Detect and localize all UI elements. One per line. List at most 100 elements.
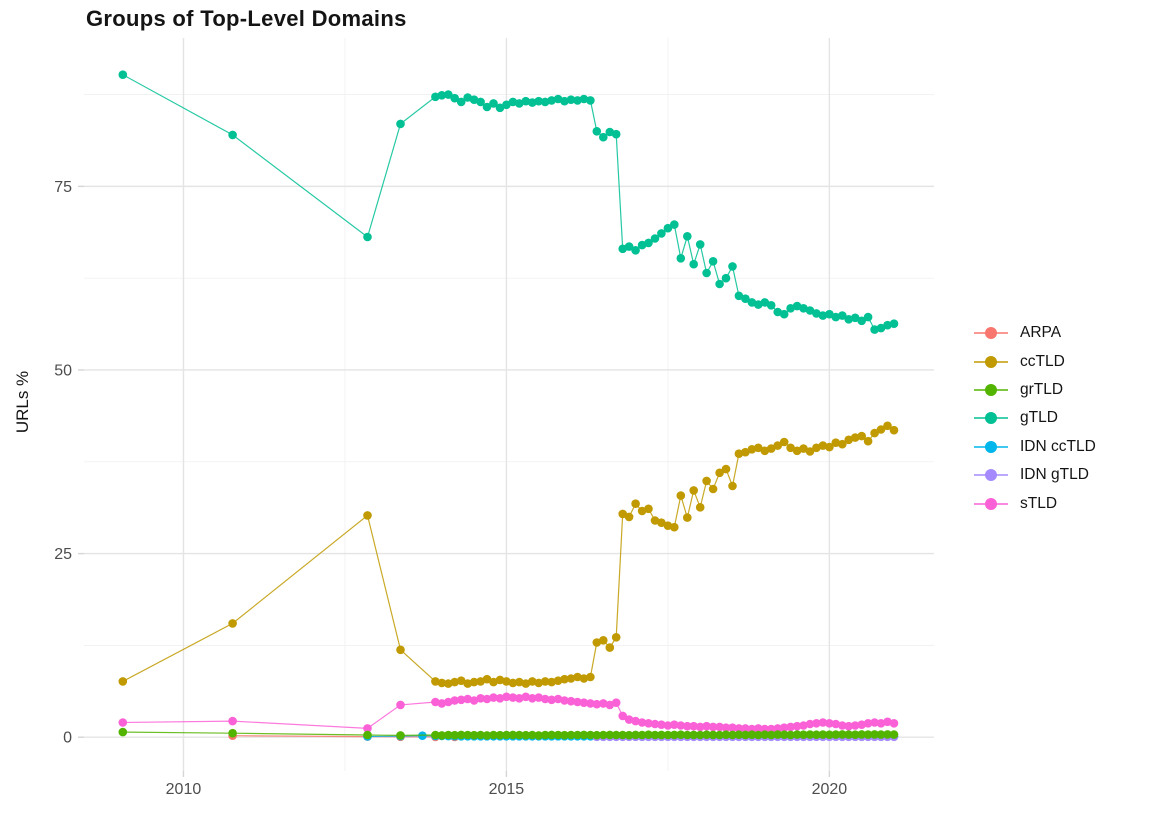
series-point-grtld (611, 730, 621, 740)
series-point-cctld (728, 481, 737, 491)
series-point-gtld (812, 309, 821, 318)
series-point-grtld (825, 730, 834, 739)
series-point-grtld (579, 730, 589, 740)
series-point-gtld (611, 129, 621, 139)
chart-title: Groups of Top-Level Domains (86, 6, 407, 31)
legend-item-cctld: ccTLD (974, 347, 1096, 375)
series-point-gtld (844, 315, 853, 324)
series-point-cctld (721, 464, 731, 474)
series-point-grtld (631, 730, 640, 740)
series-point-grtld (450, 730, 460, 740)
series-point-stld (792, 721, 802, 731)
series-point-grtld (521, 730, 531, 740)
series-point-stld (644, 719, 653, 728)
series-point-cctld (482, 674, 492, 684)
legend-label: grTLD (1020, 380, 1064, 398)
series-point-gtld (734, 291, 744, 301)
series-point-gtld (228, 130, 237, 140)
series-point-stld (579, 698, 589, 707)
series-point-grtld (469, 730, 479, 740)
legend-key-icon (974, 382, 1008, 398)
series-point-grtld (870, 730, 879, 739)
legend-item-gtld: gTLD (974, 404, 1096, 432)
series-point-grtld (599, 730, 608, 740)
series-point-stld (773, 724, 782, 733)
legend-label: gTLD (1020, 409, 1058, 427)
series-point-grtld (838, 730, 847, 739)
series-point-grtld (876, 730, 886, 739)
series-point-grtld (883, 730, 892, 739)
series-point-cctld (657, 518, 666, 527)
series-point-stld (702, 721, 711, 731)
series-point-gtld (741, 294, 750, 304)
series-point-stld (889, 719, 899, 728)
series-point-grtld (818, 730, 828, 739)
series-point-stld (521, 692, 531, 702)
series-point-stld (592, 699, 602, 709)
series-point-stld (670, 720, 679, 729)
series-point-stld (624, 715, 634, 724)
series-point-cctld (547, 677, 556, 687)
series-point-grtld (779, 730, 789, 739)
series-point-stld (502, 692, 511, 702)
legend-item-idn-gtld: IDN gTLD (974, 461, 1096, 489)
series-point-cctld (515, 677, 524, 687)
legend-key-icon (974, 467, 1008, 483)
series-point-gtld (521, 96, 531, 106)
series-point-cctld (624, 512, 634, 522)
series-point-stld (863, 719, 873, 728)
series-point-stld (676, 721, 686, 730)
series-point-stld (437, 699, 447, 708)
series-point-cctld (456, 676, 466, 685)
series-point-cctld (605, 643, 615, 652)
legend: ARPA ccTLD grTLD gTLD IDN ccTLD IDN gTLD… (974, 319, 1096, 518)
series-point-cctld (508, 678, 518, 688)
series-point-gtld (547, 96, 556, 105)
series-point-grtld (508, 730, 518, 740)
series-point-grtld (495, 730, 505, 740)
series-point-grtld (734, 730, 744, 739)
series-point-gtld (566, 95, 576, 104)
series-point-stld (599, 699, 608, 708)
series-point-stld (560, 696, 569, 705)
series-point-stld (566, 696, 576, 706)
legend-label: sTLD (1020, 494, 1058, 512)
series-point-gtld (695, 240, 705, 249)
series-point-gtld (831, 312, 841, 322)
series-point-grtld (502, 730, 511, 740)
series-point-gtld (883, 320, 892, 330)
series-point-cctld (118, 677, 128, 686)
series-point-grtld (670, 730, 679, 740)
series-point-stld (431, 697, 440, 707)
series-point-gtld (560, 96, 569, 106)
series-point-cctld (857, 431, 866, 441)
series-point-stld (363, 724, 372, 733)
series-point-stld (708, 722, 718, 732)
series-point-stld (611, 698, 621, 707)
series-point-gtld (670, 220, 679, 229)
legend-key-icon (974, 439, 1008, 455)
y-tick-label: 0 (63, 730, 72, 747)
series-point-grtld (708, 730, 718, 740)
series-point-grtld (754, 730, 763, 740)
series-point-cctld (766, 444, 776, 453)
series-point-cctld (396, 645, 405, 655)
series-point-stld (618, 711, 627, 721)
series-point-grtld (857, 730, 866, 739)
series-point-stld (850, 721, 860, 730)
series-point-gtld (799, 304, 808, 313)
series-point-grtld (566, 730, 576, 740)
series-line-cctld (122, 425, 895, 685)
series-point-grtld (663, 730, 673, 740)
series-point-stld (870, 718, 879, 727)
series-point-gtld (502, 100, 511, 110)
series-point-gtld (644, 238, 653, 248)
series-point-grtld (437, 731, 447, 740)
series-point-cctld (521, 679, 531, 688)
series-point-gtld (715, 279, 724, 289)
series-point-cctld (502, 677, 511, 686)
series-point-gtld (528, 98, 537, 107)
series-point-gtld (702, 268, 711, 278)
